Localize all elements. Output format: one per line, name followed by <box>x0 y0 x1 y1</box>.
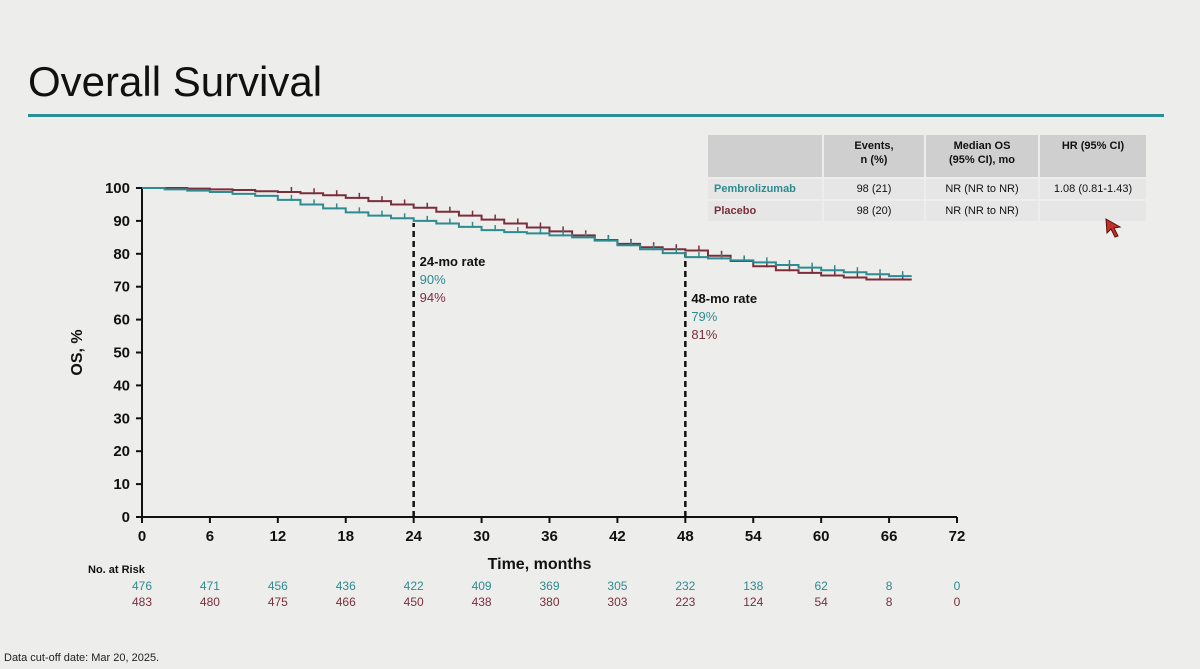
km-curve-placebo <box>142 187 912 281</box>
at-risk-count: 138 <box>743 579 763 593</box>
at-risk-count: 380 <box>539 595 559 609</box>
at-risk-count: 436 <box>336 579 356 593</box>
at-risk-count: 62 <box>814 579 828 593</box>
at-risk-count: 305 <box>607 579 627 593</box>
x-tick-label: 30 <box>473 528 490 545</box>
events-cell: 98 (21) <box>824 179 924 199</box>
arm-label-pembrolizumab: Pembrolizumab <box>708 179 822 199</box>
y-axis-title: OS, % <box>69 329 86 375</box>
at-risk-count: 0 <box>954 579 961 593</box>
at-risk-count: 471 <box>200 579 220 593</box>
rate-value-pembrolizumab: 79% <box>691 309 717 324</box>
table-header-events: Events, n (%) <box>824 135 924 177</box>
at-risk-count: 450 <box>404 595 424 609</box>
events-cell: 98 (20) <box>824 201 924 221</box>
median-cell: NR (NR to NR) <box>926 201 1038 221</box>
data-cutoff-note: Data cut-off date: Mar 20, 2025. <box>4 652 160 664</box>
rate-label: 48-mo rate <box>691 291 757 306</box>
at-risk-count: 409 <box>472 579 492 593</box>
at-risk-count: 480 <box>200 595 220 609</box>
y-tick-label: 50 <box>113 345 130 362</box>
title-divider <box>28 114 1164 117</box>
at-risk-count: 223 <box>675 595 695 609</box>
rate-value-placebo: 81% <box>691 327 717 342</box>
table-header-blank <box>708 135 822 177</box>
median-cell: NR (NR to NR) <box>926 179 1038 199</box>
at-risk-count: 0 <box>954 595 961 609</box>
table-row: Pembrolizumab 98 (21) NR (NR to NR) 1.08… <box>708 179 1146 199</box>
hr-cell: 1.08 (0.81-1.43) <box>1040 179 1146 199</box>
hr-cell <box>1040 201 1146 221</box>
y-tick-label: 20 <box>113 443 130 460</box>
x-tick-label: 18 <box>337 528 354 545</box>
summary-table: Events, n (%) Median OS (95% CI), mo HR (9… <box>706 133 1148 223</box>
at-risk-count: 303 <box>607 595 627 609</box>
slide-title: Overall Survival <box>28 58 323 105</box>
at-risk-count: 54 <box>814 595 828 609</box>
rate-value-pembrolizumab: 90% <box>420 272 446 287</box>
x-tick-label: 48 <box>677 528 694 545</box>
table-header-median: Median OS (95% CI), mo <box>926 135 1038 177</box>
km-curve-pembrolizumab <box>142 187 912 278</box>
x-tick-label: 36 <box>541 528 558 545</box>
pointer-cursor-icon <box>1104 217 1126 244</box>
at-risk-count: 475 <box>268 595 288 609</box>
x-tick-label: 0 <box>138 528 146 545</box>
y-tick-label: 30 <box>113 410 130 427</box>
at-risk-count: 483 <box>132 595 152 609</box>
y-tick-label: 90 <box>113 213 130 230</box>
table-row: Placebo 98 (20) NR (NR to NR) <box>708 201 1146 221</box>
at-risk-count: 8 <box>886 579 893 593</box>
x-tick-label: 24 <box>405 528 422 545</box>
x-tick-label: 42 <box>609 528 626 545</box>
x-tick-label: 60 <box>813 528 830 545</box>
y-tick-label: 100 <box>105 180 130 197</box>
x-tick-label: 72 <box>949 528 966 545</box>
at-risk-count: 8 <box>886 595 893 609</box>
at-risk-count: 124 <box>743 595 763 609</box>
y-tick-label: 70 <box>113 279 130 296</box>
x-tick-label: 6 <box>206 528 214 545</box>
y-tick-label: 40 <box>113 377 130 394</box>
rate-label: 24-mo rate <box>420 254 486 269</box>
y-tick-label: 80 <box>113 246 130 263</box>
x-axis-title: Time, months <box>488 556 592 573</box>
rate-value-placebo: 94% <box>420 290 446 305</box>
at-risk-count: 456 <box>268 579 288 593</box>
at-risk-count: 466 <box>336 595 356 609</box>
at-risk-count: 232 <box>675 579 695 593</box>
y-tick-label: 10 <box>113 476 130 493</box>
at-risk-heading: No. at Risk <box>88 564 146 576</box>
at-risk-count: 438 <box>472 595 492 609</box>
x-tick-label: 12 <box>269 528 286 545</box>
arm-label-placebo: Placebo <box>708 201 822 221</box>
x-tick-label: 66 <box>881 528 898 545</box>
y-tick-label: 60 <box>113 312 130 329</box>
at-risk-count: 369 <box>539 579 559 593</box>
table-header-hr: HR (95% CI) <box>1040 135 1146 177</box>
y-tick-label: 0 <box>122 509 130 526</box>
at-risk-count: 476 <box>132 579 152 593</box>
at-risk-count: 422 <box>404 579 424 593</box>
x-tick-label: 54 <box>745 528 762 545</box>
